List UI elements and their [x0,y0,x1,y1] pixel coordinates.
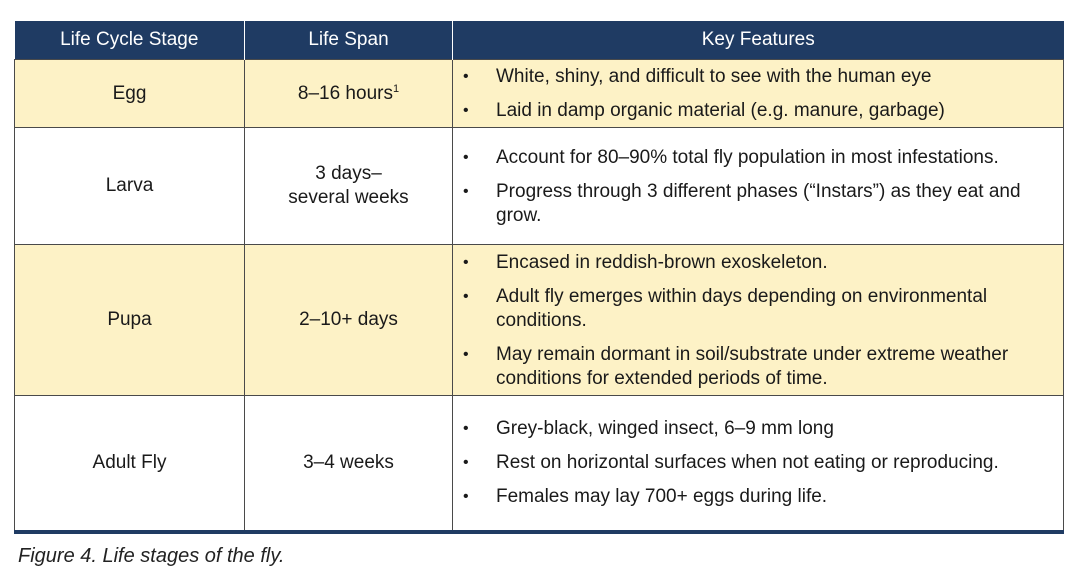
bullet-icon: • [463,345,469,363]
feature-list: • Encased in reddish-brown exoskeleton. •… [453,246,1063,395]
feature-text: Laid in damp organic material (e.g. manu… [496,100,945,121]
bullet-icon: • [463,287,469,305]
bullet-icon: • [463,253,469,271]
bullet-icon: • [463,454,469,472]
features-cell: • Account for 80–90% total fly population… [452,127,1064,245]
feature-text: May remain dormant in soil/substrate und… [496,343,1009,389]
bullet-icon: • [463,420,469,438]
stage-cell: Egg [14,59,245,128]
life-stages-figure: Life Cycle Stage Life Span Key Features … [14,21,1064,534]
feature-text: Females may lay 700+ eggs during life. [496,486,828,508]
stage-cell: Larva [14,127,245,245]
span-cell: 8–16 hours1 [244,59,453,128]
table-row-larva: Larva 3 days– several weeks • Account for … [14,127,1064,245]
figure-caption: Figure 4. Life stages of the fly. [18,545,285,567]
footnote-marker: 1 [392,82,400,95]
feature-text: Adult fly emerges within days depending … [496,285,988,331]
list-item: • May remain dormant in soil/substrate un… [463,343,1053,391]
bullet-icon: • [463,148,469,166]
span-cell: 3–4 weeks [244,395,453,532]
list-item: • Laid in damp organic material (e.g. man… [463,99,1053,123]
span-cell: 3 days– several weeks [244,127,453,245]
feature-text: Rest on horizontal surfaces when not eat… [496,452,999,474]
list-item: • Adult fly emerges within days depending… [463,285,1053,333]
list-item: • Encased in reddish-brown exoskeleton. [463,251,1053,275]
bullet-icon: • [463,182,469,200]
feature-text: Account for 80–90% total fly population … [496,146,999,168]
bullet-icon: • [463,102,469,119]
feature-text: White, shiny, and difficult to see with … [496,66,932,87]
header-features: Key Features [452,21,1064,60]
feature-list: • White, shiny, and difficult to see with… [453,60,1063,127]
list-item: • Account for 80–90% total fly population… [463,146,1053,170]
table-row-egg: Egg 8–16 hours1 • White, shiny, and diffi… [14,59,1064,128]
bullet-icon: • [463,68,469,85]
feature-list: • Grey-black, winged insect, 6–9 mm long … [453,412,1063,513]
table-row-pupa: Pupa 2–10+ days • Encased in reddish-brow… [14,244,1064,396]
span-text: 8–16 hours [297,82,393,104]
feature-list: • Account for 80–90% total fly population… [453,141,1063,232]
list-item: • Females may lay 700+ eggs during life. [463,485,1053,509]
features-cell: • White, shiny, and difficult to see with… [452,59,1064,128]
header-stage: Life Cycle Stage [14,21,245,60]
header-row: Life Cycle Stage Life Span Key Features [14,21,1064,60]
list-item: • Progress through 3 different phases (“I… [463,180,1053,228]
feature-text: Progress through 3 different phases (“In… [496,180,1021,226]
table-row-adult-fly: Adult Fly 3–4 weeks • Grey-black, winged … [14,395,1064,532]
bullet-icon: • [463,488,469,506]
span-cell: 2–10+ days [244,244,453,396]
stage-cell: Adult Fly [14,395,245,532]
span-text: 3 days– [315,163,382,184]
span-text-line2: several weeks [288,187,409,208]
features-cell: • Encased in reddish-brown exoskeleton. •… [452,244,1064,396]
list-item: • White, shiny, and difficult to see with… [463,65,1053,89]
stage-cell: Pupa [14,244,245,396]
feature-text: Grey-black, winged insect, 6–9 mm long [496,418,834,440]
header-span: Life Span [244,21,453,60]
features-cell: • Grey-black, winged insect, 6–9 mm long … [452,395,1064,532]
list-item: • Rest on horizontal surfaces when not ea… [463,451,1053,475]
list-item: • Grey-black, winged insect, 6–9 mm long [463,417,1053,441]
life-stages-table: Life Cycle Stage Life Span Key Features … [14,21,1064,534]
feature-text: Encased in reddish-brown exoskeleton. [496,251,828,273]
